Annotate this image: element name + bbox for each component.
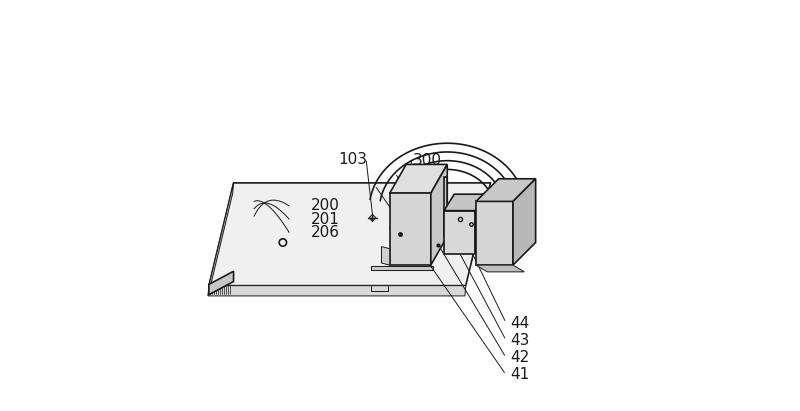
Polygon shape bbox=[513, 179, 536, 265]
Text: 43: 43 bbox=[510, 333, 530, 348]
Text: 201: 201 bbox=[311, 212, 340, 226]
Text: 300: 300 bbox=[412, 153, 442, 168]
Polygon shape bbox=[371, 266, 433, 270]
Text: 206: 206 bbox=[311, 225, 340, 240]
Polygon shape bbox=[490, 242, 499, 257]
Polygon shape bbox=[390, 164, 447, 193]
Polygon shape bbox=[476, 265, 524, 272]
Polygon shape bbox=[209, 271, 234, 295]
Polygon shape bbox=[502, 232, 512, 240]
Text: 200: 200 bbox=[311, 199, 340, 213]
Text: 103: 103 bbox=[338, 152, 367, 167]
Text: 42: 42 bbox=[510, 350, 530, 365]
Polygon shape bbox=[208, 286, 466, 296]
Text: 44: 44 bbox=[510, 316, 530, 330]
Polygon shape bbox=[444, 194, 486, 211]
Polygon shape bbox=[431, 164, 447, 265]
Polygon shape bbox=[475, 194, 486, 254]
Text: 41: 41 bbox=[510, 367, 530, 382]
Polygon shape bbox=[476, 201, 513, 265]
Text: 102: 102 bbox=[412, 169, 442, 183]
Polygon shape bbox=[390, 193, 431, 265]
Polygon shape bbox=[444, 177, 447, 236]
Polygon shape bbox=[444, 211, 475, 254]
Polygon shape bbox=[208, 183, 234, 296]
Polygon shape bbox=[396, 206, 412, 222]
Polygon shape bbox=[476, 179, 536, 201]
Polygon shape bbox=[382, 247, 390, 265]
Polygon shape bbox=[209, 183, 490, 286]
